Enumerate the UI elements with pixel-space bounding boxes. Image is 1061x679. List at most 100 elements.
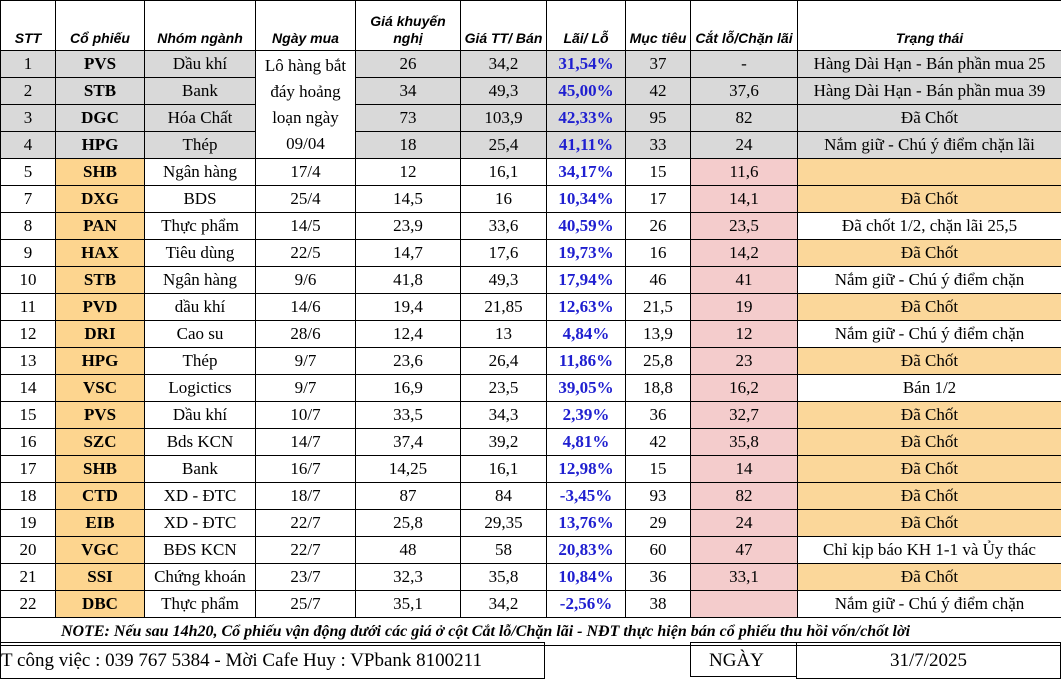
stop-loss: -: [690, 50, 798, 78]
stock-code: EIB: [55, 509, 145, 537]
stt: 19: [0, 509, 56, 537]
sector: Ngân hàng: [144, 266, 256, 294]
status: Nắm giữ - Chú ý điểm chặn: [797, 320, 1061, 348]
buy-date: 25/4: [255, 185, 356, 213]
note: NOTE: Nếu sau 14h20, Cổ phiếu vận động d…: [0, 617, 1061, 646]
contact: T công việc : 039 767 5384 - Mời Cafe Hu…: [0, 642, 545, 679]
current-price: 16,1: [460, 158, 547, 186]
stop-loss: 11,6: [690, 158, 798, 186]
stop-loss: 41: [690, 266, 798, 294]
table-body: 1 PVS Dầu khí Lô hàng bắt đáy hoảng loạn ng…: [0, 50, 1061, 646]
recommended-price: 18: [355, 131, 461, 159]
table-row: 12 DRI Cao su 28/6 12,4 13 4,84% 13,9 12 Nắm giữ …: [0, 320, 1061, 348]
table-row: 15 PVS Dầu khí 10/7 33,5 34,3 2,39% 36 32,7 Đã Ch…: [0, 401, 1061, 429]
status: Hàng Dài Hạn - Bán phần mua 39: [797, 77, 1061, 105]
current-price: 16: [460, 185, 547, 213]
target: 38: [625, 590, 691, 618]
column-header: STT: [0, 0, 56, 51]
table-row: 9 HAX Tiêu dùng 22/5 14,7 17,6 19,73% 16 14,2 Đã …: [0, 239, 1061, 267]
status: Đã Chốt: [797, 104, 1061, 132]
stop-loss: 14,2: [690, 239, 798, 267]
stock-code: PVD: [55, 293, 145, 321]
status: Đã Chốt: [797, 293, 1061, 321]
sector: XD - ĐTC: [144, 509, 256, 537]
table-row: 22 DBC Thực phẩm 25/7 35,1 34,2 -2,56% 38 Nắm gi…: [0, 590, 1061, 618]
stock-code: SSI: [55, 563, 145, 591]
stop-loss: 24: [690, 509, 798, 537]
stt: 17: [0, 455, 56, 483]
stop-loss: 33,1: [690, 563, 798, 591]
footer: T công việc : 039 767 5384 - Mời Cafe Hu…: [0, 642, 1061, 679]
table-row: 10 STB Ngân hàng 9/6 41,8 49,3 17,94% 46 41 Nắm g…: [0, 266, 1061, 294]
stock-code: PAN: [55, 212, 145, 240]
status: Đã Chốt: [797, 563, 1061, 591]
buy-date: 22/7: [255, 536, 356, 564]
stock-code: HPG: [55, 131, 145, 159]
stock-code: CTD: [55, 482, 145, 510]
recommended-price: 32,3: [355, 563, 461, 591]
sector: Hóa Chất: [144, 104, 256, 132]
recommended-price: 37,4: [355, 428, 461, 456]
table-row: 19 EIB XD - ĐTC 22/7 25,8 29,35 13,76% 29 24 Đã C…: [0, 509, 1061, 537]
stt: 18: [0, 482, 56, 510]
target: 60: [625, 536, 691, 564]
table-row: 17 SHB Bank 16/7 14,25 16,1 12,98% 15 14 Đã Chốt: [0, 455, 1061, 483]
stt: 16: [0, 428, 56, 456]
sector: BDS: [144, 185, 256, 213]
header-row: STT Cổ phiếu Nhóm ngành Ngày mua Giá khuyến …: [0, 0, 1061, 51]
target: 15: [625, 455, 691, 483]
status: Đã chốt 1/2, chặn lãi 25,5: [797, 212, 1061, 240]
stt: 2: [0, 77, 56, 105]
buy-date: 22/5: [255, 239, 356, 267]
profit-loss: 42,33%: [546, 104, 626, 132]
current-price: 33,6: [460, 212, 547, 240]
current-price: 39,2: [460, 428, 547, 456]
sector: Bds KCN: [144, 428, 256, 456]
target: 46: [625, 266, 691, 294]
stop-loss: 82: [690, 104, 798, 132]
buy-date: 9/7: [255, 347, 356, 375]
stock-code: HPG: [55, 347, 145, 375]
column-header: Giá TT/ Bán: [460, 0, 547, 51]
profit-loss: 39,05%: [546, 374, 626, 402]
date: 31/7/2025: [796, 642, 1061, 679]
status: Đã Chốt: [797, 455, 1061, 483]
profit-loss: 19,73%: [546, 239, 626, 267]
status: Đã Chốt: [797, 185, 1061, 213]
stock-table: STT Cổ phiếu Nhóm ngành Ngày mua Giá khuyến …: [0, 0, 1061, 646]
recommended-price: 33,5: [355, 401, 461, 429]
column-header: Mục tiêu: [625, 0, 691, 51]
profit-loss: 17,94%: [546, 266, 626, 294]
stop-loss: 14,1: [690, 185, 798, 213]
buy-date: 22/7: [255, 509, 356, 537]
profit-loss: 12,98%: [546, 455, 626, 483]
sector: Thép: [144, 347, 256, 375]
status: Chỉ kịp báo KH 1-1 và Ủy thác: [797, 536, 1061, 564]
stop-loss: 19: [690, 293, 798, 321]
stock-code: VSC: [55, 374, 145, 402]
buy-date: 23/7: [255, 563, 356, 591]
table-row: 3 DGC Hóa Chất 73 103,9 42,33% 95 82 Đã Chốt: [0, 104, 1061, 132]
target: 93: [625, 482, 691, 510]
stt: 10: [0, 266, 56, 294]
stop-loss: 47: [690, 536, 798, 564]
stop-loss: 16,2: [690, 374, 798, 402]
table-row: 7 DXG BDS 25/4 14,5 16 10,34% 17 14,1 Đã Chốt: [0, 185, 1061, 213]
target: 16: [625, 239, 691, 267]
target: 26: [625, 212, 691, 240]
stt: 9: [0, 239, 56, 267]
status: Đã Chốt: [797, 401, 1061, 429]
stop-loss: 82: [690, 482, 798, 510]
current-price: 34,2: [460, 50, 547, 78]
sector: Bank: [144, 77, 256, 105]
recommended-price: 87: [355, 482, 461, 510]
sector: Cao su: [144, 320, 256, 348]
current-price: 26,4: [460, 347, 547, 375]
recommended-price: 23,6: [355, 347, 461, 375]
buy-date: 17/4: [255, 158, 356, 186]
column-header: Giá khuyến nghị: [355, 0, 461, 51]
column-header: Cắt lỗ/Chặn lãi: [690, 0, 798, 51]
stop-loss: 23: [690, 347, 798, 375]
target: 13,9: [625, 320, 691, 348]
recommended-price: 34: [355, 77, 461, 105]
